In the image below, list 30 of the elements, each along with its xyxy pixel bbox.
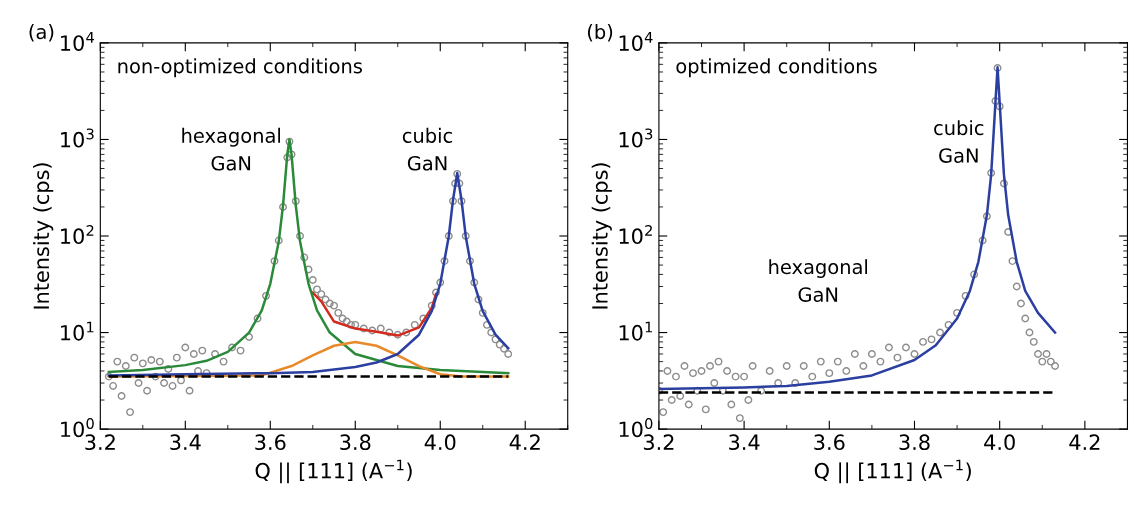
y-tick-label: 10$^{4}$ bbox=[619, 32, 653, 51]
y-tick-label: 10$^{1}$ bbox=[619, 321, 653, 341]
x-axis-title: Q || [111] (A$^{−1}$) bbox=[255, 459, 412, 484]
annotation: cubic GaN bbox=[402, 127, 453, 171]
y-axis-title: Intensity (cps) bbox=[591, 163, 612, 309]
x-tick-label: 3.4 bbox=[729, 434, 760, 451]
text: (a) bbox=[29, 24, 54, 42]
annotation: hexagonal GaN bbox=[769, 259, 868, 302]
x-tick-label: 3.6 bbox=[255, 434, 286, 451]
x-tick-label: 4.0 bbox=[424, 434, 456, 451]
y-tick-label: 10$^{3}$ bbox=[619, 128, 653, 148]
y-axis-title: Intensity (cps) bbox=[33, 163, 54, 309]
y-tick-label: 10$^{2}$ bbox=[61, 224, 94, 245]
x-tick-label: 4.2 bbox=[509, 434, 540, 450]
annotation: non-optimized conditions bbox=[118, 58, 362, 78]
y-tick-label: 10$^{2}$ bbox=[619, 224, 652, 245]
annotation: optimized conditions bbox=[676, 58, 877, 78]
annotation: hexagonal GaN bbox=[182, 127, 280, 171]
x-tick-label: 4.0 bbox=[984, 434, 1015, 451]
x-tick-label: 3.8 bbox=[899, 434, 930, 451]
y-tick-label: 10$^{4}$ bbox=[61, 32, 94, 51]
x-axis-title: Q || [111] (A$^{−1}$) bbox=[814, 459, 971, 484]
text: (b) bbox=[587, 24, 613, 42]
y-tick-label: 10$^{3}$ bbox=[61, 128, 94, 148]
x-tick-label: 3.6 bbox=[814, 434, 845, 451]
x-tick-label: 3.8 bbox=[340, 434, 371, 451]
x-tick-label: 3.4 bbox=[170, 434, 201, 451]
x-tick-label: 4.2 bbox=[1069, 434, 1100, 450]
y-tick-label: 10$^{1}$ bbox=[61, 321, 94, 341]
annotation: cubic GaN bbox=[934, 120, 984, 163]
